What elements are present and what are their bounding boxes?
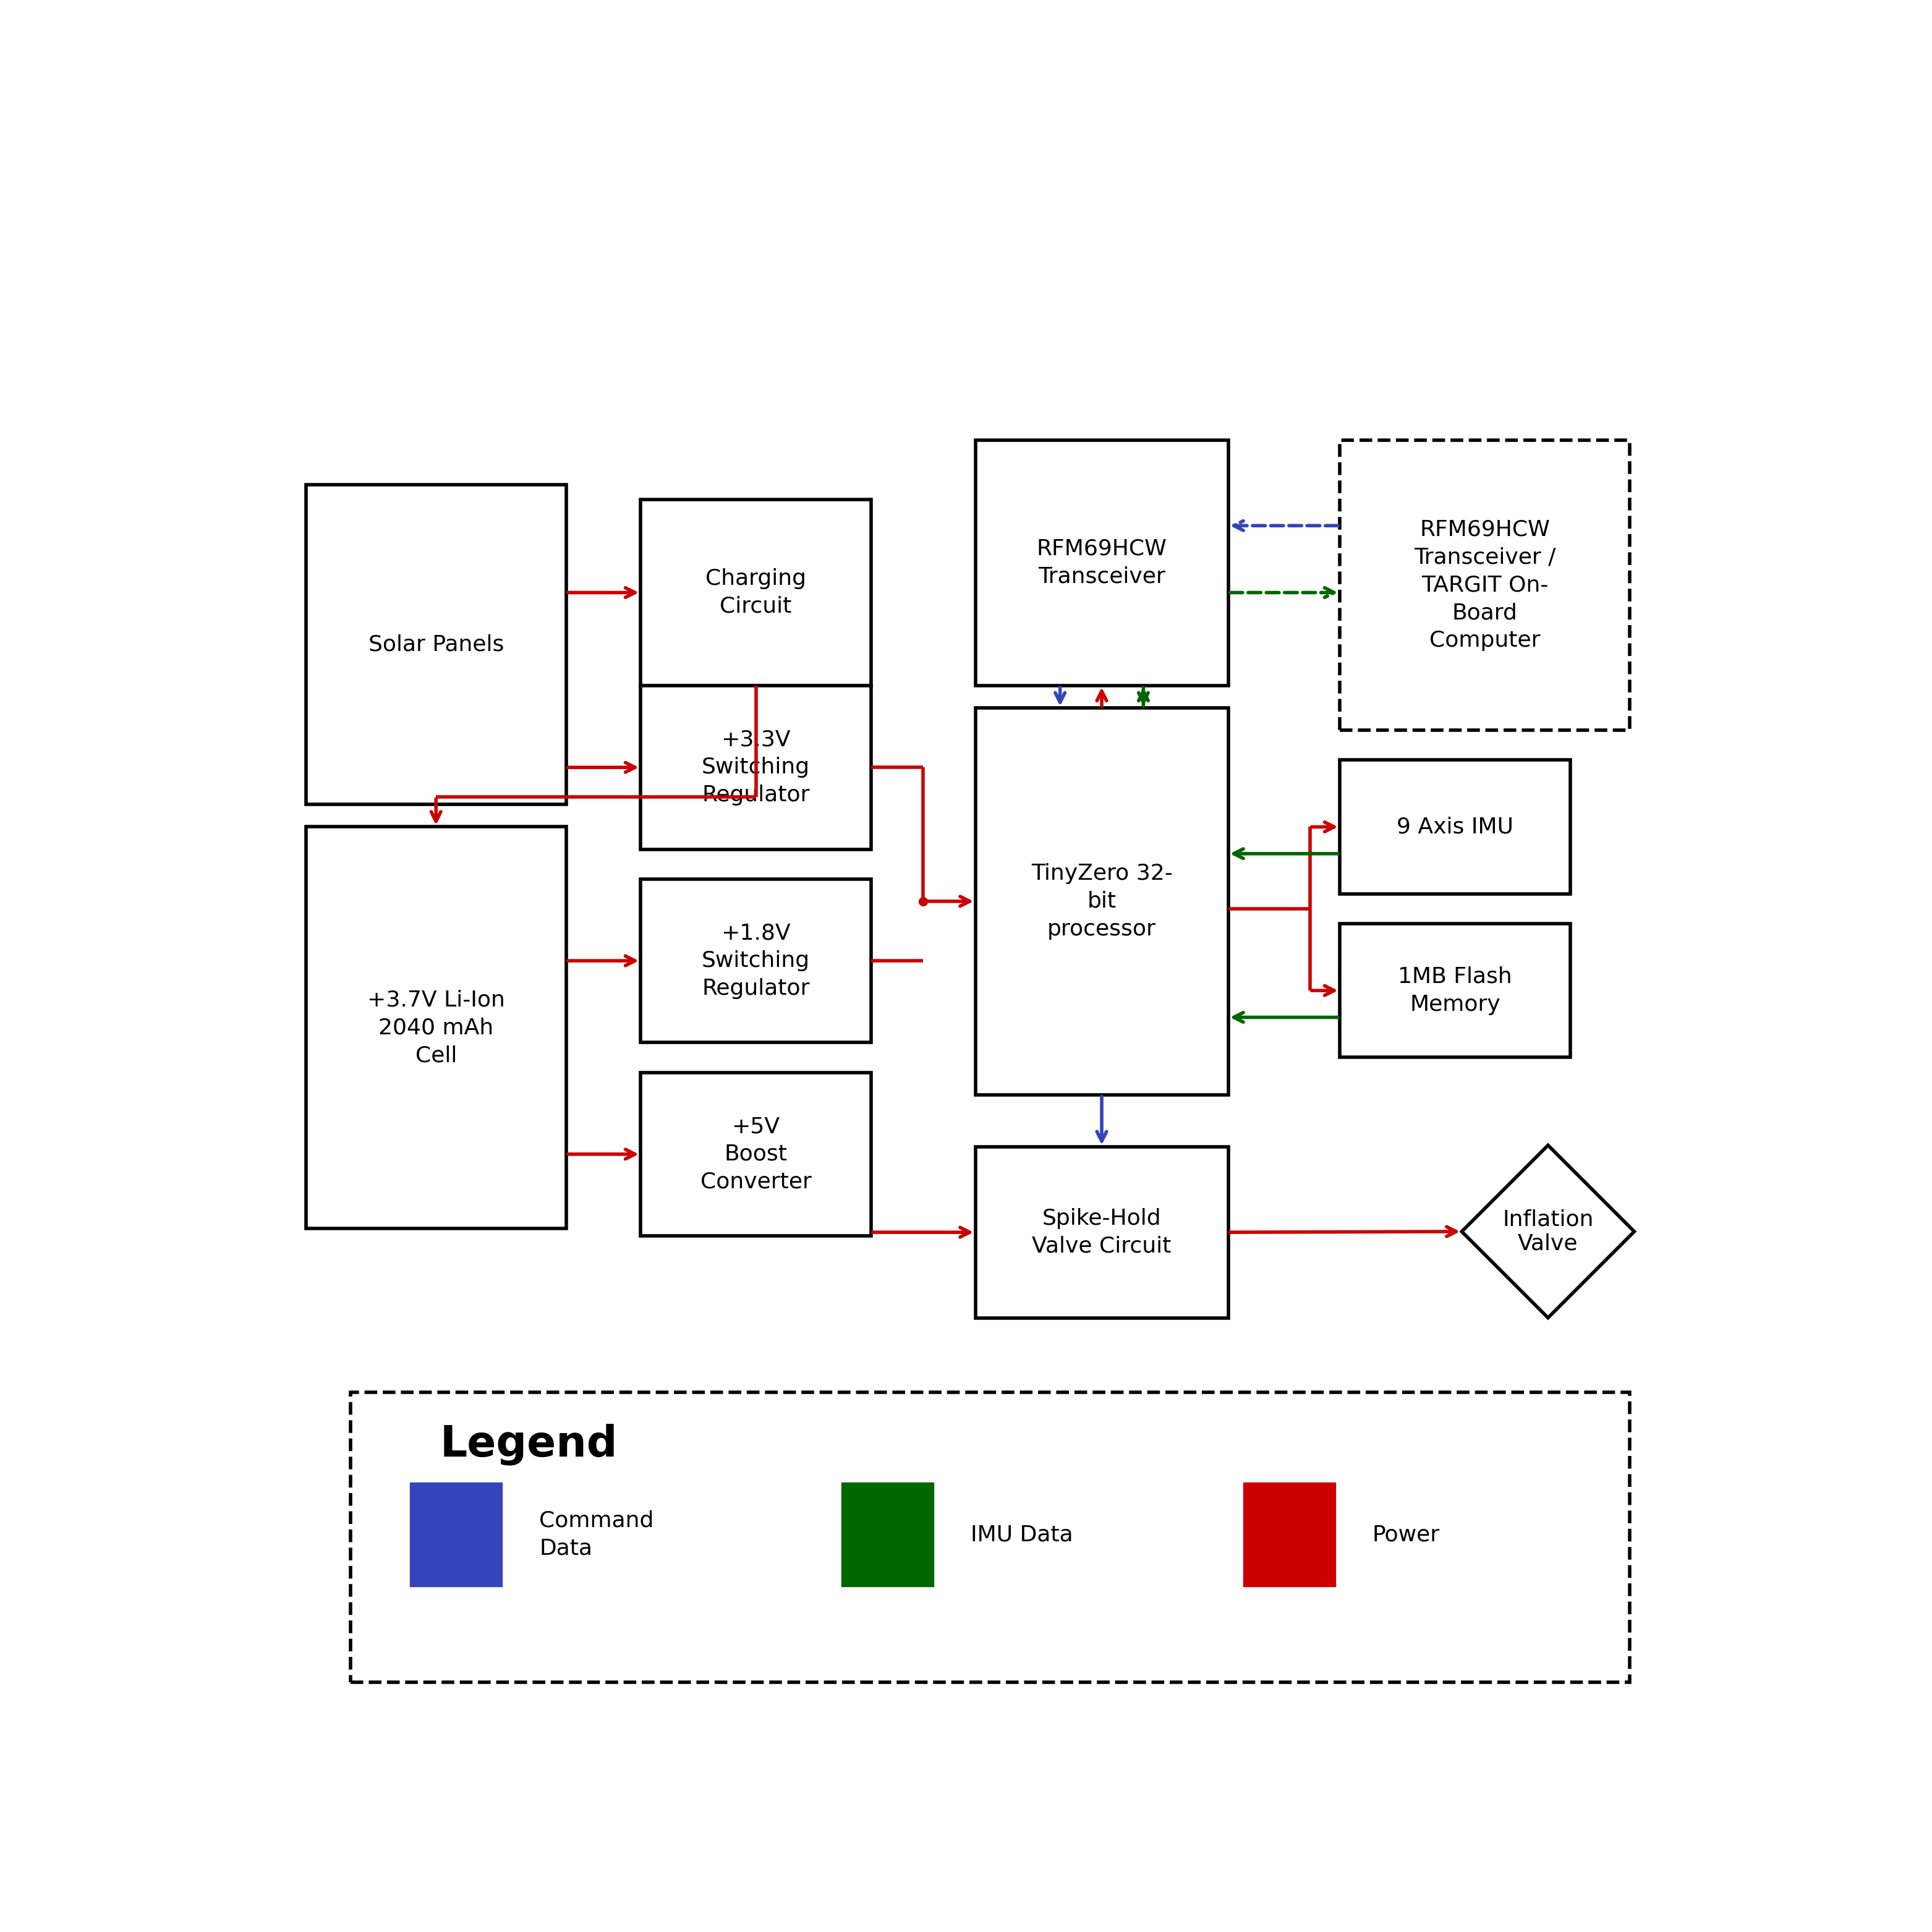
Bar — [1339, 923, 1571, 1057]
Bar — [976, 707, 1229, 1095]
Bar — [410, 1482, 502, 1586]
Text: 1MB Flash
Memory: 1MB Flash Memory — [1399, 966, 1513, 1014]
Text: Spike-Hold
Valve Circuit: Spike-Hold Valve Circuit — [1032, 1208, 1171, 1256]
Text: Legend: Legend — [440, 1424, 618, 1464]
Bar — [1339, 759, 1571, 895]
Text: 9 Axis IMU: 9 Axis IMU — [1397, 817, 1513, 837]
Bar — [641, 879, 871, 1043]
Text: +5V
Boost
Converter: +5V Boost Converter — [699, 1117, 811, 1192]
Bar — [1242, 1482, 1335, 1586]
Bar — [350, 1393, 1631, 1683]
Bar — [842, 1482, 933, 1586]
Text: +3.7V Li-Ion
2040 mAh
Cell: +3.7V Li-Ion 2040 mAh Cell — [367, 989, 504, 1066]
Text: RFM69HCW
Transceiver /
TARGIT On-
Board
Computer: RFM69HCW Transceiver / TARGIT On- Board … — [1414, 520, 1555, 651]
Text: Command
Data: Command Data — [539, 1511, 655, 1559]
Text: TinyZero 32-
bit
processor: TinyZero 32- bit processor — [1032, 864, 1173, 939]
Bar — [641, 500, 871, 686]
Text: Charging
Circuit: Charging Circuit — [705, 568, 806, 616]
Text: Inflation
Valve: Inflation Valve — [1503, 1209, 1594, 1254]
Bar — [305, 485, 566, 804]
Text: Power: Power — [1372, 1524, 1439, 1546]
Bar — [305, 827, 566, 1229]
Text: +1.8V
Switching
Regulator: +1.8V Switching Regulator — [701, 923, 810, 999]
Bar — [641, 686, 871, 850]
Bar — [641, 1072, 871, 1236]
Bar — [1339, 440, 1631, 730]
Text: RFM69HCW
Transceiver: RFM69HCW Transceiver — [1037, 539, 1167, 587]
Text: +3.3V
Switching
Regulator: +3.3V Switching Regulator — [701, 728, 810, 806]
Bar — [976, 440, 1229, 686]
Text: Solar Panels: Solar Panels — [369, 634, 504, 655]
Bar — [976, 1148, 1229, 1318]
Polygon shape — [1463, 1146, 1634, 1318]
Text: IMU Data: IMU Data — [970, 1524, 1072, 1546]
